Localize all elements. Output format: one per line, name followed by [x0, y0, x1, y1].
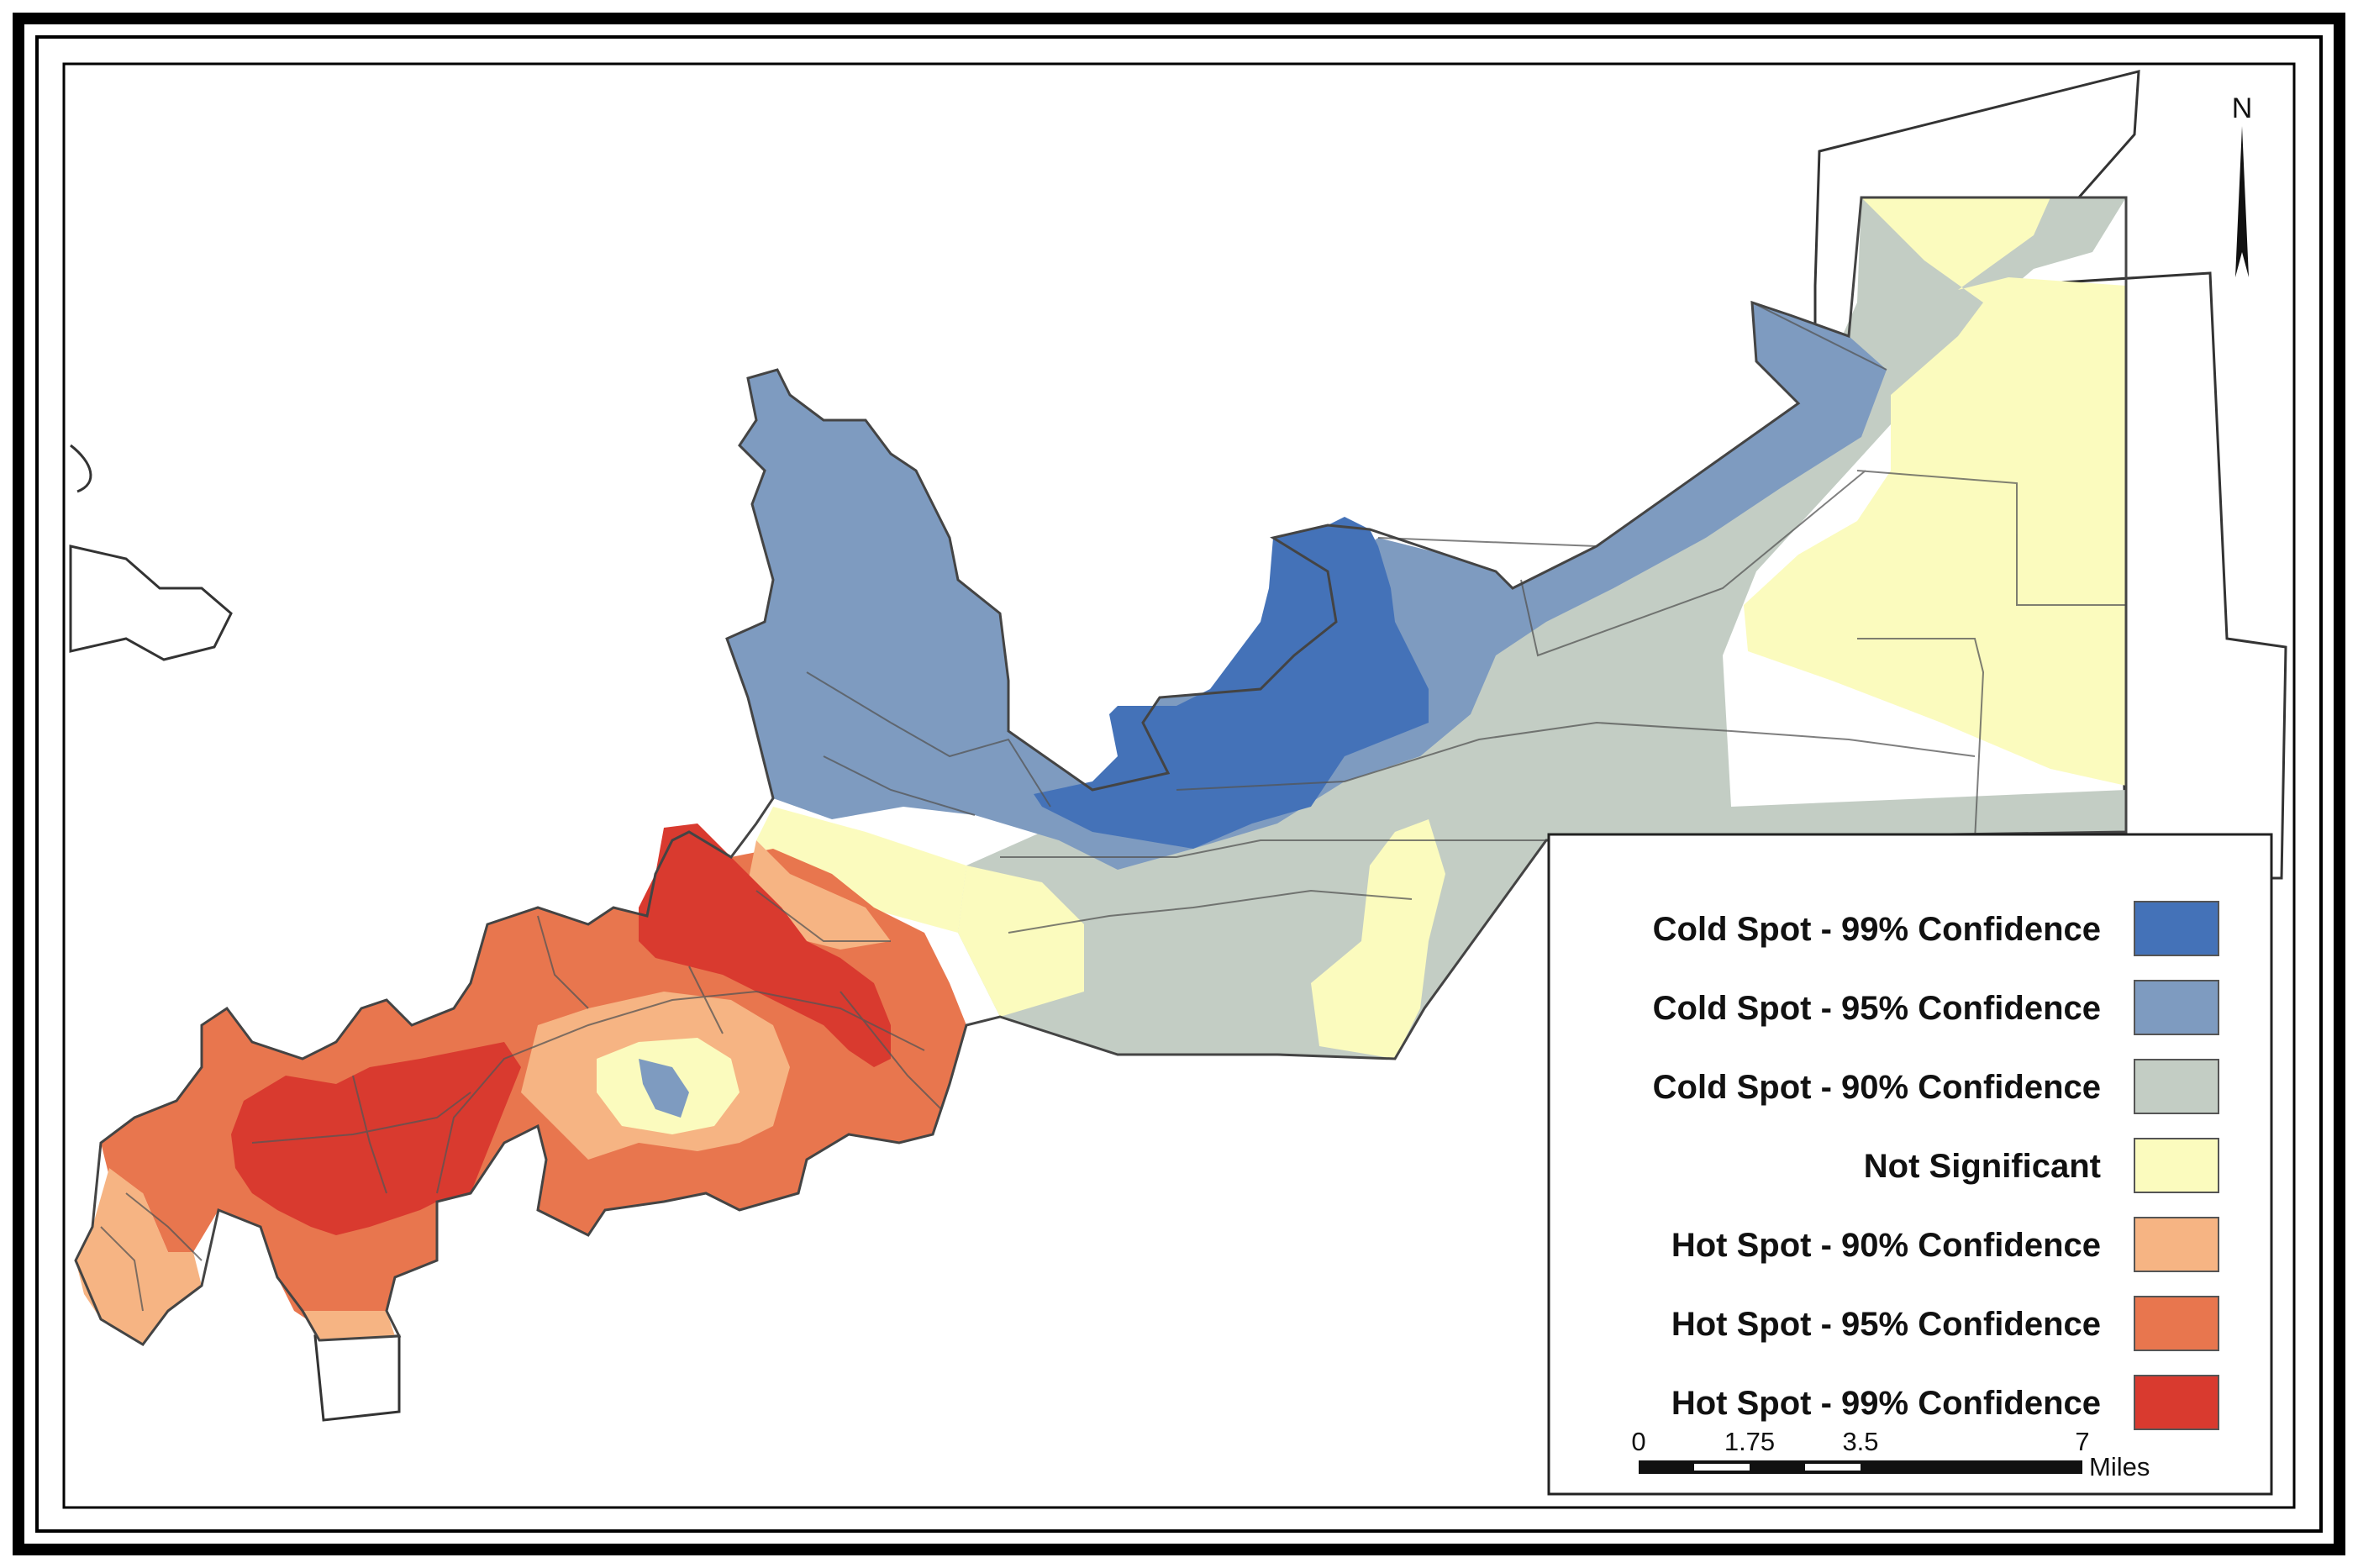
legend-swatch	[2134, 1059, 2219, 1114]
legend-swatch	[2134, 980, 2219, 1035]
zone-not-significant-mid	[958, 866, 1084, 1017]
zone-hot-90-south	[303, 1311, 395, 1340]
zone-not-significant-ne	[1744, 197, 2126, 786]
north-arrow-icon	[2235, 126, 2249, 277]
scale-unit: Miles	[2089, 1452, 2150, 1481]
zone-cold-pocket	[639, 1059, 689, 1118]
legend-label: Hot Spot - 90% Confidence	[1671, 1227, 2101, 1264]
scale-tick-0: 0	[1631, 1427, 1645, 1456]
zone-cold-99	[1034, 517, 1429, 849]
legend-swatch	[2134, 1217, 2219, 1272]
legend-swatch	[2134, 1375, 2219, 1430]
legend-label: Cold Spot - 95% Confidence	[1653, 990, 2101, 1027]
legend-label: Cold Spot - 90% Confidence	[1653, 1069, 2101, 1106]
study-area-outline	[74, 196, 2128, 1346]
north-arrow-label: N	[2232, 92, 2253, 124]
legend-swatch	[2134, 1138, 2219, 1193]
zone-hot-99-west	[231, 1042, 521, 1235]
legend: Cold Spot - 99% Confidence Cold Spot - 95…	[1547, 833, 2273, 1496]
zone-hot-90-north	[748, 840, 891, 950]
zone-hot-90-west	[76, 1168, 202, 1344]
north-arrow: N	[2232, 92, 2253, 277]
legend-swatch	[2134, 901, 2219, 956]
legend-label: Hot Spot - 95% Confidence	[1671, 1306, 2101, 1343]
scale-tick-1: 1.75	[1724, 1427, 1775, 1456]
map-frame	[13, 13, 2345, 1555]
legend-label: Cold Spot - 99% Confidence	[1653, 911, 2101, 948]
scale-tick-3: 7	[2075, 1427, 2089, 1456]
scale-bar: 0 1.75 3.5 7 Miles	[1631, 1427, 2150, 1481]
legend-swatch	[2134, 1296, 2219, 1351]
zone-not-significant-se	[1311, 819, 1445, 1059]
scale-tick-2: 3.5	[1842, 1427, 1878, 1456]
legend-label: Hot Spot - 99% Confidence	[1671, 1385, 2101, 1422]
hotspot-zones	[76, 197, 2126, 1344]
zone-not-significant-sw	[756, 807, 966, 933]
legend-label: Not Significant	[1864, 1148, 2101, 1185]
